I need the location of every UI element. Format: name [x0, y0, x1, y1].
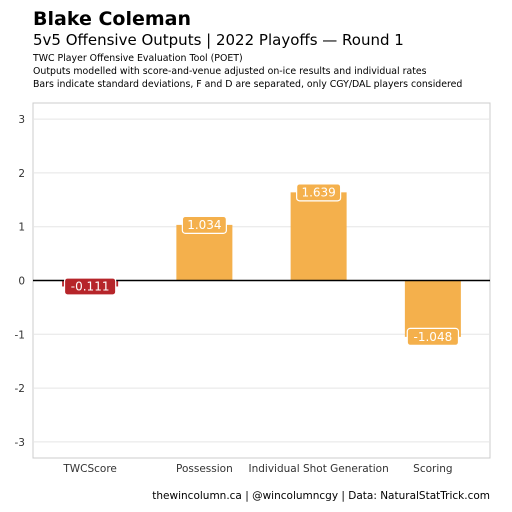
y-tick-label: -3	[15, 437, 25, 449]
data-label: 1.034	[187, 218, 221, 232]
data-label-box	[181, 215, 227, 234]
y-tick-label: -1	[15, 329, 25, 341]
bar	[290, 192, 347, 281]
y-tick-label: -2	[15, 383, 25, 395]
data-label: -0.111	[71, 279, 110, 293]
x-tick-label: TWCScore	[62, 463, 117, 475]
data-label-box	[296, 183, 342, 202]
x-tick-label: Scoring	[413, 463, 452, 475]
y-tick-label: 2	[18, 168, 25, 180]
data-label: -1.048	[414, 330, 453, 344]
bar	[176, 224, 233, 281]
x-tick-label: Possession	[176, 463, 233, 475]
data-label-box	[63, 277, 117, 296]
description-line-2: Outputs modelled with score-and-venue ad…	[33, 66, 427, 77]
chart-subtitle: 5v5 Offensive Outputs | 2022 Playoffs — …	[33, 31, 404, 49]
data-label: 1.639	[301, 185, 335, 199]
source-caption: thewincolumn.ca | @wincolumncgy | Data: …	[152, 490, 490, 502]
y-tick-label: 1	[18, 222, 25, 234]
bar	[404, 280, 461, 337]
description-line-1: TWC Player Offensive Evaluation Tool (PO…	[33, 53, 243, 64]
y-tick-label: 0	[18, 276, 25, 288]
data-label-box	[406, 327, 460, 346]
y-tick-label: 3	[18, 114, 25, 126]
chart-title: Blake Coleman	[33, 8, 191, 30]
x-tick-label: Individual Shot Generation	[249, 463, 389, 475]
description-line-3: Bars indicate standard deviations, F and…	[33, 79, 463, 90]
